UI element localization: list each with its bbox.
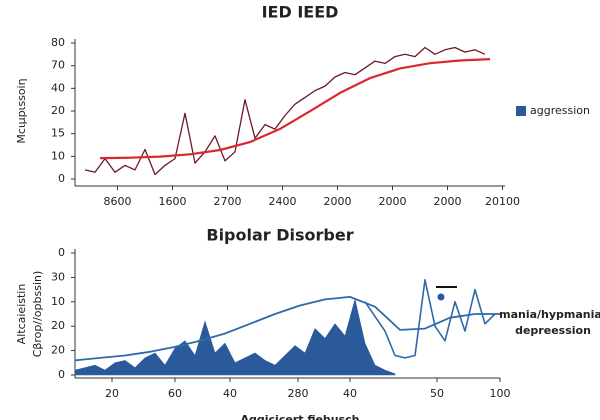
x-tick-label: 50 bbox=[430, 387, 444, 400]
y-tick-label: 0 bbox=[58, 172, 65, 185]
y-tick-label: 10 bbox=[51, 149, 65, 162]
legend-label: aggression bbox=[530, 104, 590, 117]
x-tick-label: 2400 bbox=[269, 195, 297, 208]
y-tick-label: 20 bbox=[51, 104, 65, 117]
series-area bbox=[74, 299, 396, 376]
series-line bbox=[84, 46, 486, 176]
x-tick-label: 2000 bbox=[434, 195, 462, 208]
y-tick-label: 0 bbox=[58, 368, 65, 381]
y-axis-label: Cβrop//opbssin) bbox=[31, 271, 44, 358]
y-tick-label: 40 bbox=[51, 81, 65, 94]
y-axis-label: Altcaieistin bbox=[15, 284, 28, 345]
x-tick-label: 2000 bbox=[324, 195, 352, 208]
y-tick-label: 30 bbox=[51, 270, 65, 283]
x-tick-label: 280 bbox=[288, 387, 309, 400]
series-line bbox=[74, 296, 500, 362]
x-tick-label: 2700 bbox=[214, 195, 242, 208]
y-tick-label: 20 bbox=[51, 319, 65, 332]
x-tick-label: 1600 bbox=[159, 195, 187, 208]
series-line bbox=[99, 58, 491, 160]
y-tick-label: 15 bbox=[51, 127, 65, 140]
x-tick-label: 100 bbox=[490, 387, 511, 400]
legend-swatch bbox=[516, 106, 526, 116]
x-tick-label: 2000 bbox=[379, 195, 407, 208]
x-tick-label: 60 bbox=[168, 387, 182, 400]
y-tick-label: 10 bbox=[51, 295, 65, 308]
series-line bbox=[364, 279, 496, 359]
marker-dot bbox=[437, 293, 445, 301]
legend-label: mania/hypmania) bbox=[499, 308, 600, 321]
x-tick-label: 20100 bbox=[485, 195, 520, 208]
y-axis-label: Mcιμpιssoiη bbox=[15, 78, 28, 143]
y-tick-label: 80 bbox=[51, 36, 65, 49]
chart-title: Bipolar Disorber bbox=[206, 226, 353, 245]
chart-title: IED IEED bbox=[262, 3, 339, 22]
y-tick-label: 0 bbox=[58, 246, 65, 259]
legend-label: depreession bbox=[515, 324, 591, 337]
y-tick-label: 70 bbox=[51, 59, 65, 72]
x-tick-label: 8600 bbox=[104, 195, 132, 208]
x-tick-label: 40 bbox=[223, 387, 237, 400]
x-tick-label: 40 bbox=[343, 387, 357, 400]
y-tick-label: 20 bbox=[51, 344, 65, 357]
x-tick-label: 20 bbox=[105, 387, 119, 400]
x-axis-label: Aggicicert fiehusch bbox=[241, 413, 360, 420]
